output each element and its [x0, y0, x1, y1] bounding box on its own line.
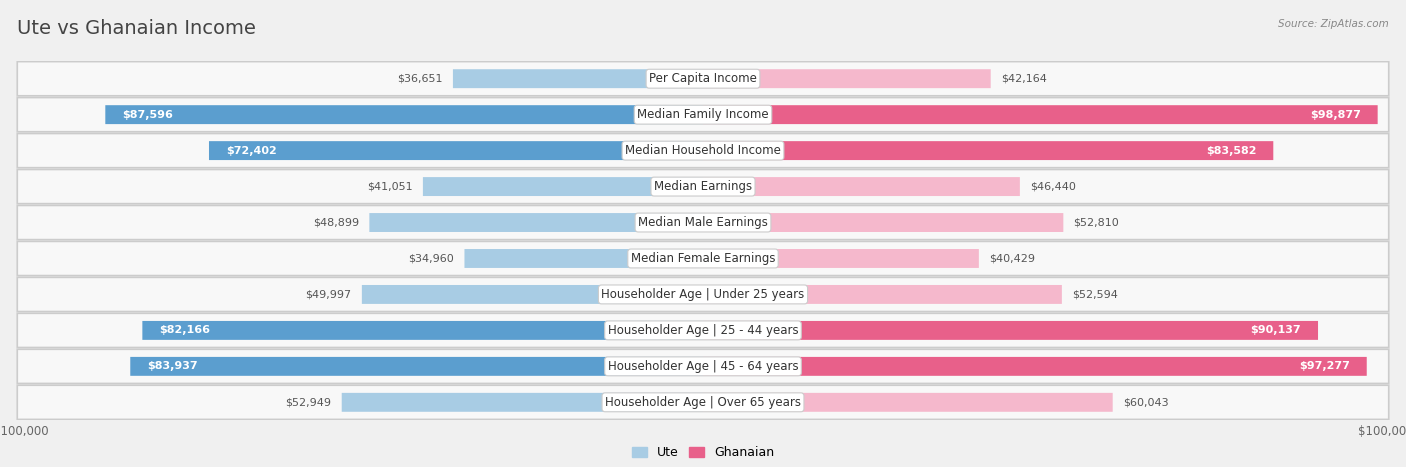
FancyBboxPatch shape [453, 69, 703, 88]
Text: Householder Age | 45 - 64 years: Householder Age | 45 - 64 years [607, 360, 799, 373]
Text: Median Family Income: Median Family Income [637, 108, 769, 121]
FancyBboxPatch shape [703, 321, 1317, 340]
Text: $82,166: $82,166 [159, 325, 211, 335]
Text: $36,651: $36,651 [396, 74, 443, 84]
FancyBboxPatch shape [370, 213, 703, 232]
FancyBboxPatch shape [703, 393, 1112, 412]
FancyBboxPatch shape [17, 134, 1389, 168]
FancyBboxPatch shape [703, 285, 1062, 304]
FancyBboxPatch shape [703, 69, 991, 88]
FancyBboxPatch shape [17, 241, 1389, 276]
Text: $49,997: $49,997 [305, 290, 352, 299]
FancyBboxPatch shape [703, 141, 1274, 160]
FancyBboxPatch shape [703, 105, 1378, 124]
FancyBboxPatch shape [17, 277, 1389, 311]
Text: $98,877: $98,877 [1310, 110, 1361, 120]
Text: $52,594: $52,594 [1073, 290, 1118, 299]
FancyBboxPatch shape [17, 349, 1389, 383]
FancyBboxPatch shape [703, 249, 979, 268]
Text: Householder Age | Over 65 years: Householder Age | Over 65 years [605, 396, 801, 409]
Text: Householder Age | 25 - 44 years: Householder Age | 25 - 44 years [607, 324, 799, 337]
FancyBboxPatch shape [17, 385, 1389, 419]
Text: $48,899: $48,899 [314, 218, 359, 227]
Text: $52,949: $52,949 [285, 397, 332, 407]
FancyBboxPatch shape [131, 357, 703, 376]
Text: Median Female Earnings: Median Female Earnings [631, 252, 775, 265]
FancyBboxPatch shape [17, 98, 1389, 132]
FancyBboxPatch shape [17, 170, 1389, 204]
FancyBboxPatch shape [17, 205, 1389, 240]
Text: Median Earnings: Median Earnings [654, 180, 752, 193]
Text: $87,596: $87,596 [122, 110, 173, 120]
Text: Source: ZipAtlas.com: Source: ZipAtlas.com [1278, 19, 1389, 28]
FancyBboxPatch shape [423, 177, 703, 196]
Text: Median Household Income: Median Household Income [626, 144, 780, 157]
Text: Ute vs Ghanaian Income: Ute vs Ghanaian Income [17, 19, 256, 38]
FancyBboxPatch shape [464, 249, 703, 268]
FancyBboxPatch shape [105, 105, 703, 124]
FancyBboxPatch shape [361, 285, 703, 304]
Text: $90,137: $90,137 [1250, 325, 1301, 335]
Text: $97,277: $97,277 [1299, 361, 1350, 371]
Text: $52,810: $52,810 [1074, 218, 1119, 227]
Text: $83,582: $83,582 [1206, 146, 1256, 156]
Text: $40,429: $40,429 [988, 254, 1035, 263]
FancyBboxPatch shape [703, 213, 1063, 232]
FancyBboxPatch shape [342, 393, 703, 412]
FancyBboxPatch shape [17, 62, 1389, 96]
Text: $41,051: $41,051 [367, 182, 413, 191]
FancyBboxPatch shape [703, 177, 1019, 196]
FancyBboxPatch shape [17, 313, 1389, 347]
Text: $42,164: $42,164 [1001, 74, 1047, 84]
FancyBboxPatch shape [142, 321, 703, 340]
Text: $60,043: $60,043 [1123, 397, 1168, 407]
FancyBboxPatch shape [209, 141, 703, 160]
Text: Median Male Earnings: Median Male Earnings [638, 216, 768, 229]
Text: Per Capita Income: Per Capita Income [650, 72, 756, 85]
Text: Householder Age | Under 25 years: Householder Age | Under 25 years [602, 288, 804, 301]
FancyBboxPatch shape [703, 357, 1367, 376]
Text: $83,937: $83,937 [148, 361, 198, 371]
Text: $72,402: $72,402 [226, 146, 277, 156]
Legend: Ute, Ghanaian: Ute, Ghanaian [627, 441, 779, 464]
Text: $46,440: $46,440 [1031, 182, 1076, 191]
Text: $34,960: $34,960 [409, 254, 454, 263]
